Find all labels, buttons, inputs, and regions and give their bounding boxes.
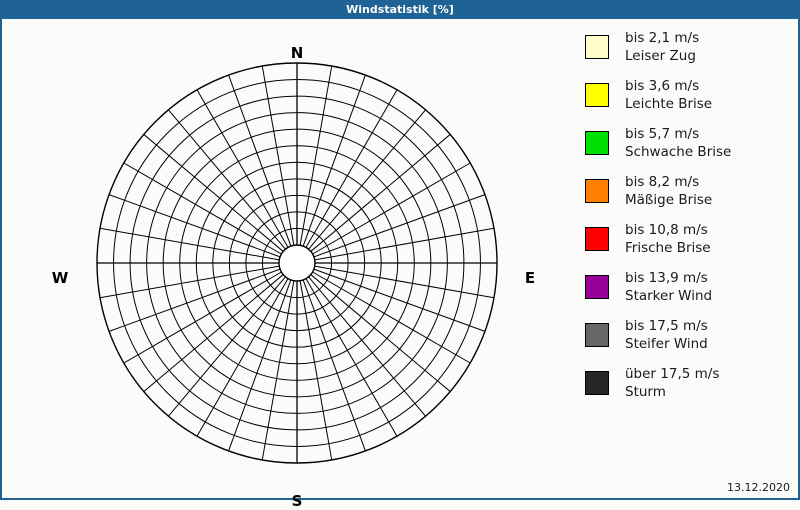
legend-color-swatch: [585, 323, 609, 347]
legend-beaufort-name: Sturm: [625, 384, 666, 400]
legend-beaufort-name: Leichte Brise: [625, 96, 713, 112]
legend-beaufort-name: Frische Brise: [625, 240, 711, 256]
wind-rose-spoke: [143, 274, 284, 392]
wind-rose-spoke: [308, 109, 426, 250]
wind-rose-spoke: [305, 278, 398, 437]
wind-rose-spoke: [305, 89, 398, 248]
legend-speed-range: bis 3,6 m/s: [625, 78, 700, 94]
legend-beaufort-name: Schwache Brise: [625, 144, 732, 160]
wind-rose-spoke: [313, 268, 486, 332]
legend-color-swatch: [585, 35, 609, 59]
window-title-bar: Windstatistik [%]: [0, 0, 800, 19]
wind-rose-spoke: [299, 280, 333, 461]
legend-item[interactable]: bis 13,9 m/s Starker Wind: [585, 269, 800, 317]
legend-beaufort-name: Mäßige Brise: [625, 192, 713, 208]
page-title: Windstatistik [%]: [346, 3, 454, 16]
wind-rose-spoke: [314, 265, 495, 299]
legend-color-swatch: [585, 179, 609, 203]
legend-label: bis 10,8 m/s Frische Brise: [625, 221, 800, 257]
wind-rose-spoke: [312, 162, 471, 255]
wind-speed-legend: bis 2,1 m/s Leiser Zug bis 3,6 m/s Leichte …: [577, 19, 800, 479]
wind-rose-spoke: [168, 276, 286, 417]
legend-item[interactable]: bis 10,8 m/s Frische Brise: [585, 221, 800, 269]
legend-speed-range: bis 2,1 m/s: [625, 30, 700, 46]
legend-speed-range: über 17,5 m/s: [625, 366, 720, 382]
wind-rose-spoke: [302, 279, 366, 452]
legend-color-swatch: [585, 227, 609, 251]
wind-rose-spoke: [310, 274, 451, 392]
legend-label: bis 17,5 m/s Steifer Wind: [625, 317, 800, 353]
legend-item[interactable]: bis 3,6 m/s Leichte Brise: [585, 77, 800, 125]
legend-beaufort-name: Starker Wind: [625, 288, 713, 304]
wind-rose-spoke: [99, 265, 280, 299]
wind-rose-spoke: [314, 227, 495, 261]
wind-rose-spoke: [196, 278, 289, 437]
legend-speed-range: bis 17,5 m/s: [625, 318, 708, 334]
legend-item[interactable]: bis 17,5 m/s Steifer Wind: [585, 317, 800, 365]
wind-rose-spoke: [143, 134, 284, 252]
wind-rose-spoke: [302, 74, 366, 247]
wind-rose-spoke: [228, 74, 292, 247]
legend-color-swatch: [585, 275, 609, 299]
legend-speed-range: bis 5,7 m/s: [625, 126, 700, 142]
wind-rose-spoke: [196, 89, 289, 248]
legend-speed-range: bis 10,8 m/s: [625, 222, 708, 238]
wind-rose-hub: [278, 244, 316, 282]
legend-item[interactable]: bis 2,1 m/s Leiser Zug: [585, 29, 800, 77]
wind-rose-spoke: [308, 276, 426, 417]
wind-rose-spoke: [299, 65, 333, 246]
legend-beaufort-name: Leiser Zug: [625, 48, 696, 64]
legend-label: bis 5,7 m/s Schwache Brise: [625, 125, 800, 161]
legend-beaufort-name: Steifer Wind: [625, 336, 708, 352]
wind-rose-spoke: [313, 194, 486, 258]
legend-item[interactable]: bis 5,7 m/s Schwache Brise: [585, 125, 800, 173]
wind-rose-spoke: [123, 271, 282, 364]
legend-label: bis 3,6 m/s Leichte Brise: [625, 77, 800, 113]
wind-rose-spoke: [261, 280, 295, 461]
legend-color-swatch: [585, 371, 609, 395]
wind-rose-spoke: [99, 227, 280, 261]
legend-label: bis 2,1 m/s Leiser Zug: [625, 29, 800, 65]
compass-label-west: W: [51, 269, 69, 287]
wind-rose-spoke: [228, 279, 292, 452]
legend-label: über 17,5 m/s Sturm: [625, 365, 800, 401]
legend-item[interactable]: über 17,5 m/s Sturm: [585, 365, 800, 413]
legend-item[interactable]: bis 8,2 m/s Mäßige Brise: [585, 173, 800, 221]
legend-label: bis 8,2 m/s Mäßige Brise: [625, 173, 800, 209]
wind-rose-plot: N S W E: [2, 19, 572, 510]
wind-rose-spoke: [312, 271, 471, 364]
wind-rose-spoke: [108, 194, 281, 258]
legend-speed-range: bis 8,2 m/s: [625, 174, 700, 190]
footer-date: 13.12.2020: [727, 481, 790, 494]
wind-rose-grid: [96, 62, 498, 464]
wind-rose-spoke: [168, 109, 286, 250]
legend-label: bis 13,9 m/s Starker Wind: [625, 269, 800, 305]
wind-rose-spoke: [310, 134, 451, 252]
legend-color-swatch: [585, 131, 609, 155]
compass-label-south: S: [291, 492, 303, 510]
legend-speed-range: bis 13,9 m/s: [625, 270, 708, 286]
legend-color-swatch: [585, 83, 609, 107]
wind-rose-spoke: [123, 162, 282, 255]
wind-rose-spoke: [108, 268, 281, 332]
compass-label-north: N: [290, 44, 304, 62]
compass-label-east: E: [524, 269, 536, 287]
wind-rose-spoke: [261, 65, 295, 246]
